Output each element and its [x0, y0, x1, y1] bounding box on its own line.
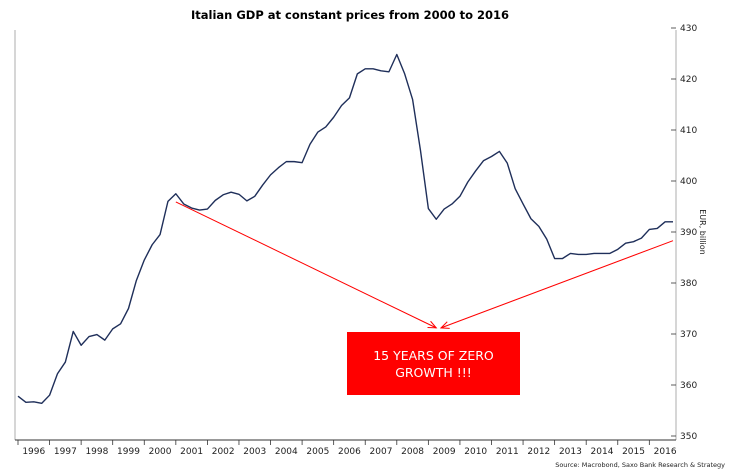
x-tick-label: 2014 [591, 447, 614, 457]
chart-title: Italian GDP at constant prices from 2000… [191, 8, 509, 22]
y-tick-label: 400 [680, 177, 697, 187]
y-tick-label: 430 [680, 24, 697, 34]
x-tick-label: 2011 [496, 447, 519, 457]
y-tick-label: 360 [680, 381, 697, 391]
y-axis: 350 360 370 380 390 400 410 420 430 [671, 24, 697, 442]
x-tick-label: 2004 [275, 447, 298, 457]
x-tick-label: 2000 [149, 447, 172, 457]
series-line-gdp [17, 53, 673, 405]
x-tick-label: 1997 [54, 447, 77, 457]
x-tick-label: 1996 [22, 447, 45, 457]
y-tick-label: 420 [680, 75, 697, 85]
x-tick-label: 2002 [212, 447, 235, 457]
x-tick-label: 2015 [622, 447, 645, 457]
source-note: Source: Macrobond, Saxo Bank Research & … [555, 461, 725, 469]
series-group [17, 53, 673, 405]
x-tick-label: 2013 [559, 447, 582, 457]
x-tick-label: 1999 [117, 447, 140, 457]
x-tick-label: 2009 [433, 447, 456, 457]
x-tick-label: 1998 [85, 447, 108, 457]
annotation-line-2: GROWTH !!! [395, 365, 472, 380]
annotation-arrows [175, 201, 674, 329]
annotation-line-1: 15 YEARS OF ZERO [373, 348, 494, 363]
y-tick-label: 370 [680, 330, 697, 340]
x-tick-label: 2001 [180, 447, 203, 457]
y-tick-label: 390 [680, 228, 697, 238]
x-axis: 1996 1997 1998 1999 2000 2001 2002 2003 2004 2005… [17, 440, 677, 457]
y-tick-label: 410 [680, 126, 697, 136]
x-tick-label: 2016 [654, 447, 677, 457]
annotation-arrowhead-1 [427, 320, 438, 329]
x-tick-label: 2008 [401, 447, 424, 457]
x-tick-label: 2010 [464, 447, 487, 457]
x-tick-label: 2003 [243, 447, 266, 457]
y-tick-label: 350 [680, 432, 697, 442]
annotation-box [347, 332, 520, 395]
annotation-arrow-1 [175, 201, 437, 329]
x-tick-label: 2007 [370, 447, 393, 457]
annotation-arrowhead-2 [439, 321, 450, 329]
x-tick-label: 2006 [338, 447, 361, 457]
y-tick-label: 380 [680, 279, 697, 289]
y-axis-label: EUR, billion [698, 209, 707, 255]
x-tick-label: 2012 [527, 447, 550, 457]
x-tick-label: 2005 [306, 447, 329, 457]
annotation-arrow-2 [440, 240, 674, 329]
